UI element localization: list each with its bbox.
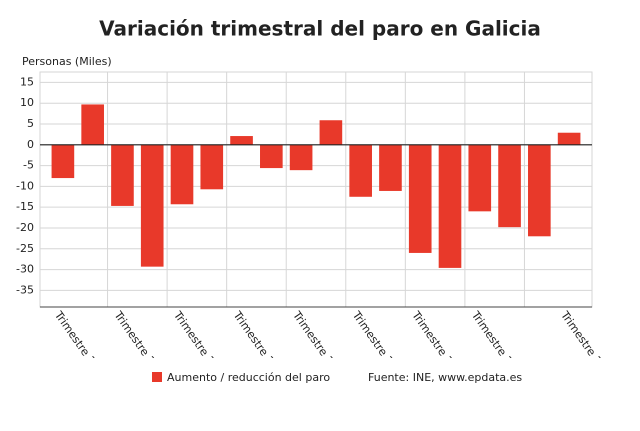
x-tick-group: Trimestre 3 (2008)	[230, 308, 300, 400]
y-tick-label: -15	[16, 200, 34, 213]
legend-label: Aumento / reducción del paro	[167, 371, 330, 384]
bar	[528, 144, 551, 237]
x-tick-label: Trimestre 3 (2002)	[51, 308, 121, 400]
source: Fuente: INE, www.epdata.es	[368, 371, 522, 384]
legend-swatch	[152, 372, 162, 382]
x-tick-label: Trimestre 3 (2014)	[409, 308, 479, 400]
y-tick-label: -20	[16, 221, 34, 234]
x-tick-group: Trimestre 3 (2012)	[349, 308, 419, 400]
x-tick-label: Trimestre 3 (2006)	[171, 308, 241, 400]
bar	[140, 144, 164, 267]
x-tick-label: Trimestre 3	[558, 308, 605, 367]
bar	[408, 144, 432, 253]
y-tick-label: -35	[16, 283, 34, 296]
bar	[230, 136, 253, 145]
y-tick-label: -5	[23, 159, 34, 172]
y-tick-label: 0	[27, 138, 34, 151]
bar	[81, 104, 104, 145]
x-tick-label: Trimestre 3 (2004)	[111, 308, 181, 400]
y-axis-label: Personas (Miles)	[22, 55, 112, 68]
y-tick-label: 15	[20, 75, 34, 88]
x-tick-group: Trimestre 3	[558, 308, 605, 367]
y-tick-label: 5	[27, 117, 34, 130]
x-tick-group: Trimestre 3 (2014)	[409, 308, 479, 400]
bar	[379, 144, 402, 191]
x-tick-group: Trimestre 3 (2016)	[468, 308, 538, 400]
bar	[200, 144, 224, 190]
x-tick-group: Trimestre 3 (2002)	[51, 308, 121, 400]
bar	[438, 144, 462, 268]
x-tick-label: Trimestre 3 (2008)	[230, 308, 300, 400]
bar	[557, 132, 581, 145]
x-tick-group: Trimestre 3 (2004)	[111, 308, 181, 400]
bar	[289, 144, 313, 171]
bar	[319, 120, 343, 145]
bar	[111, 144, 134, 206]
bar	[51, 144, 75, 179]
y-tick-label: -30	[16, 263, 34, 276]
bar	[498, 144, 521, 228]
chart-title: Variación trimestral del paro en Galicia	[99, 17, 541, 41]
bar	[260, 144, 283, 169]
x-tick-label: Trimestre 3 (2012)	[349, 308, 419, 400]
bar	[349, 144, 372, 197]
x-tick-group: Trimestre 3 (2010)	[290, 308, 360, 400]
y-tick-label: 10	[20, 96, 34, 109]
bar	[468, 144, 492, 212]
bar	[170, 144, 194, 205]
x-tick-label: Trimestre 3 (2016)	[468, 308, 538, 400]
y-tick-label: -25	[16, 242, 34, 255]
x-tick-label: Trimestre 3 (2010)	[290, 308, 360, 400]
x-tick-group: Trimestre 3 (2006)	[171, 308, 241, 400]
y-tick-label: -10	[16, 179, 34, 192]
